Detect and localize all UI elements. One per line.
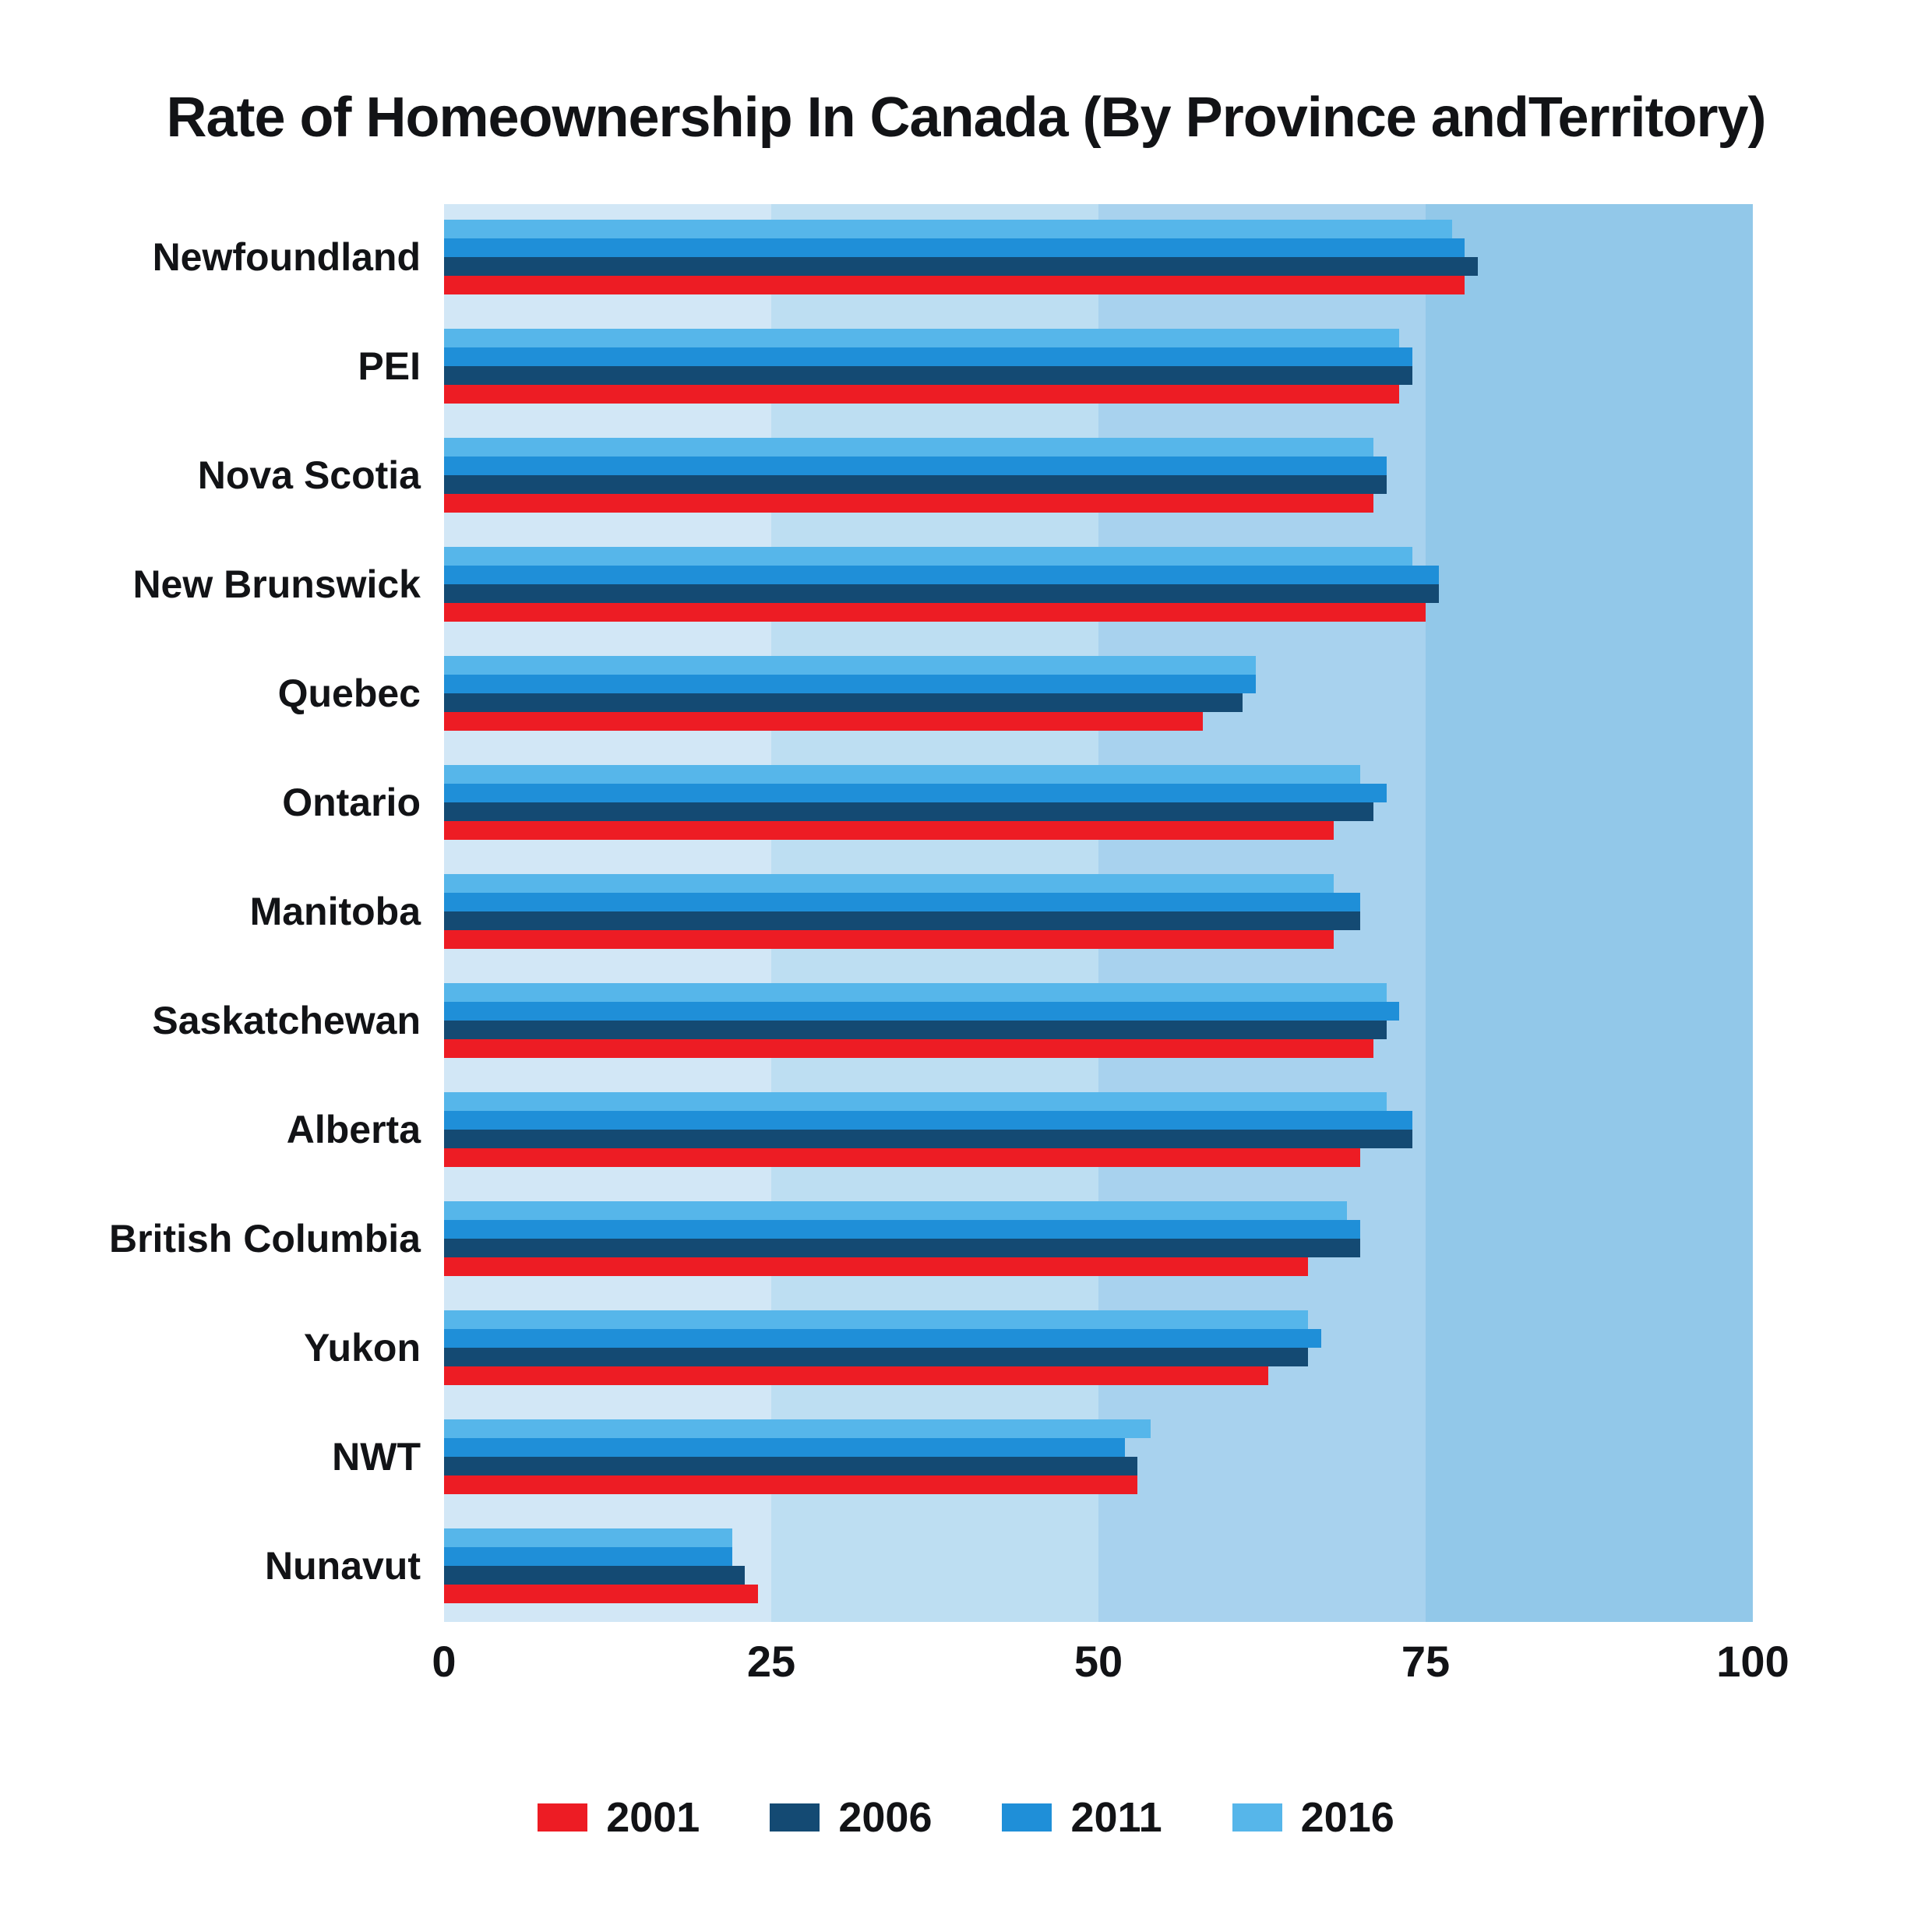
legend-swatch [1232,1803,1282,1832]
bar [444,566,1439,584]
y-axis-labels: Newfoundland PEI Nova Scotia New Brunswick Q… [101,204,444,1622]
legend-label: 2016 [1301,1793,1394,1842]
legend-item: 2011 [1002,1793,1162,1842]
x-axis-tick-label: 25 [747,1636,795,1687]
bar [444,385,1399,404]
legend: 2001 2006 2011 2016 [101,1793,1831,1842]
bar [444,1528,732,1547]
x-axis-tick-label: 100 [1716,1636,1789,1687]
bar [444,1585,758,1603]
bar [444,1111,1412,1130]
y-axis-label: Yukon [304,1325,421,1370]
bar [444,874,1334,893]
bar [444,821,1334,840]
x-axis-tick-label: 75 [1401,1636,1450,1687]
y-axis-label: New Brunswick [132,562,421,607]
bar [444,1547,732,1566]
bar [444,1257,1308,1276]
y-axis-label: Ontario [282,780,421,825]
bar [444,1220,1360,1239]
bar [444,784,1387,802]
bar [444,1457,1137,1475]
y-axis-label: Manitoba [250,889,421,934]
chart-container: Rate of Homeownership In Canada (By Prov… [101,86,1831,1842]
bar [444,1566,745,1585]
bar [444,1239,1360,1257]
bar [444,1039,1373,1058]
x-axis-tick-label: 50 [1074,1636,1123,1687]
y-axis-label: Newfoundland [153,234,421,280]
bar [444,911,1360,930]
bar [444,1130,1412,1148]
bar [444,347,1412,366]
legend-item: 2001 [538,1793,700,1842]
bar [444,765,1360,784]
bar [444,1002,1399,1021]
bar [444,457,1387,475]
bar [444,603,1426,622]
legend-item: 2006 [770,1793,932,1842]
y-axis-label: Saskatchewan [152,998,421,1043]
bar [444,238,1465,257]
legend-label: 2011 [1070,1793,1162,1842]
bar [444,1419,1151,1438]
plot-bg-band [1426,204,1753,1622]
legend-swatch [770,1803,820,1832]
plot-area [444,204,1753,1622]
y-axis-label: NWT [332,1434,421,1479]
bar [444,1092,1387,1111]
legend-label: 2001 [606,1793,700,1842]
bar [444,675,1256,693]
x-axis-tick-label: 0 [432,1636,456,1687]
bar [444,257,1478,276]
bar [444,276,1465,294]
bar [444,1329,1321,1348]
bar [444,1438,1125,1457]
x-axis-ticks: 0255075100 [444,1622,1753,1692]
bar [444,1366,1268,1385]
plot-row: Newfoundland PEI Nova Scotia New Brunswick Q… [101,204,1831,1622]
bar [444,494,1373,513]
y-axis-label: Alberta [287,1107,421,1152]
bar [444,712,1203,731]
bar [444,438,1373,457]
legend-swatch [538,1803,587,1832]
y-axis-label: PEI [358,344,421,389]
y-axis-label: Quebec [278,671,421,716]
bar [444,656,1256,675]
bar [444,930,1334,949]
bar [444,329,1399,347]
bar [444,1310,1308,1329]
bar [444,547,1412,566]
bar [444,1021,1387,1039]
y-axis-label: Nova Scotia [198,453,421,498]
bar [444,1201,1347,1220]
legend-swatch [1002,1803,1052,1832]
legend-label: 2006 [838,1793,932,1842]
bar [444,893,1360,911]
legend-item: 2016 [1232,1793,1394,1842]
bar [444,366,1412,385]
bar [444,983,1387,1002]
y-axis-label: Nunavut [265,1543,421,1588]
bar [444,1148,1360,1167]
bar [444,1348,1308,1366]
bar [444,220,1452,238]
bar [444,584,1439,603]
bar [444,475,1387,494]
bar [444,693,1243,712]
chart-title: Rate of Homeownership In Canada (By Prov… [101,86,1831,150]
bar [444,802,1373,821]
bar [444,1475,1137,1494]
y-axis-label: British Columbia [109,1216,421,1261]
